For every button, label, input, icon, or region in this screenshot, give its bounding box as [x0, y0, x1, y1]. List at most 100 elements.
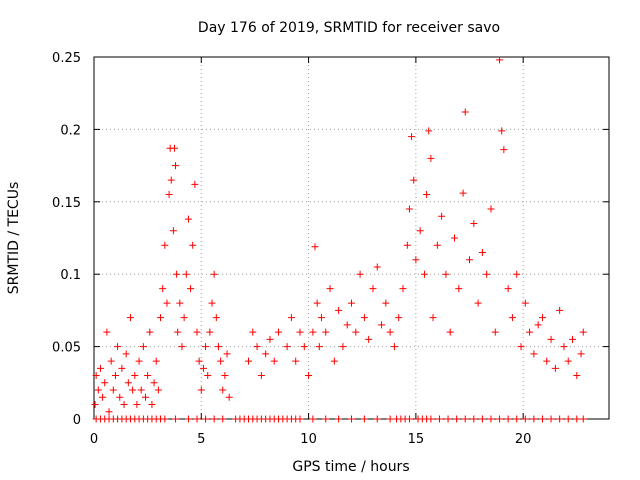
data-point [107, 357, 115, 365]
data-point [408, 133, 416, 141]
data-point [178, 343, 186, 351]
data-point [526, 328, 534, 336]
data-point [560, 343, 568, 351]
data-point [412, 256, 420, 264]
data-point [133, 401, 141, 409]
data-point [322, 328, 330, 336]
zero-point [556, 415, 564, 423]
data-point [214, 343, 222, 351]
data-point [249, 328, 257, 336]
data-point [91, 401, 99, 409]
data-point [197, 386, 205, 394]
data-point [547, 335, 555, 343]
data-point [317, 314, 325, 322]
data-point [165, 191, 173, 199]
data-point [403, 241, 411, 249]
data-point [96, 364, 104, 372]
data-point [221, 372, 229, 380]
data-point [470, 220, 478, 228]
data-point [109, 386, 117, 394]
data-point [429, 314, 437, 322]
data-point [195, 357, 203, 365]
zero-point [161, 415, 169, 423]
data-point [129, 386, 137, 394]
data-point [378, 321, 386, 329]
zero-point [427, 415, 435, 423]
data-point [579, 328, 587, 336]
data-point [270, 357, 278, 365]
y-tick-label: 0.25 [52, 51, 81, 66]
data-point [152, 357, 160, 365]
data-point [513, 270, 521, 278]
data-point [556, 306, 564, 314]
x-tick-label: 10 [300, 432, 317, 447]
data-point [217, 357, 225, 365]
data-point [296, 328, 304, 336]
data-point [94, 386, 102, 394]
data-point [330, 357, 338, 365]
zero-point [513, 415, 521, 423]
data-point [116, 393, 124, 401]
x-axis-label: GPS time / hours [292, 459, 409, 475]
zero-point [405, 415, 413, 423]
data-point [300, 343, 308, 351]
data-point [543, 357, 551, 365]
data-point [487, 205, 495, 213]
data-point [538, 314, 546, 322]
data-point [420, 270, 428, 278]
zero-point [309, 415, 317, 423]
data-point [292, 357, 300, 365]
data-point [223, 350, 231, 358]
data-point [335, 306, 343, 314]
data-point [126, 314, 134, 322]
points-layer [91, 56, 587, 423]
data-point [253, 343, 261, 351]
data-point [343, 321, 351, 329]
y-tick-label: 0.2 [60, 123, 81, 138]
data-point [245, 357, 252, 365]
data-point [148, 401, 156, 409]
data-point [423, 191, 431, 199]
data-point [315, 343, 323, 351]
data-point [144, 372, 152, 380]
data-point [326, 285, 334, 293]
data-point [103, 328, 111, 336]
plot-frame [93, 56, 610, 420]
data-point [225, 393, 233, 401]
data-point [382, 299, 390, 307]
data-point [124, 379, 132, 387]
zero-point [296, 415, 304, 423]
data-point [204, 372, 212, 380]
data-point [182, 270, 190, 278]
data-point [161, 241, 169, 249]
data-point [118, 364, 126, 372]
data-point [433, 241, 441, 249]
data-point [573, 372, 581, 380]
y-tick-label: 0 [73, 413, 81, 428]
data-point [131, 372, 139, 380]
data-point [193, 328, 201, 336]
data-point [386, 328, 394, 336]
tick-layer: 0 5 10 15 20 0 0.05 0.1 0.15 0.2 0.25 [52, 51, 609, 447]
data-point [390, 343, 398, 351]
data-point [483, 270, 491, 278]
data-point [348, 299, 355, 307]
data-point [206, 328, 214, 336]
data-point [99, 393, 107, 401]
data-point [455, 285, 463, 293]
data-point [496, 56, 504, 64]
zero-point [461, 415, 469, 423]
data-point [459, 189, 467, 197]
data-point [508, 314, 516, 322]
data-point [478, 248, 486, 256]
zero-point [470, 415, 478, 423]
data-point [111, 372, 119, 380]
data-point [577, 350, 585, 358]
data-point [191, 180, 199, 188]
data-point [159, 285, 167, 293]
data-point [442, 270, 450, 278]
data-point [451, 234, 458, 242]
data-point [212, 314, 220, 322]
data-point [352, 328, 360, 336]
zero-point [386, 415, 394, 423]
